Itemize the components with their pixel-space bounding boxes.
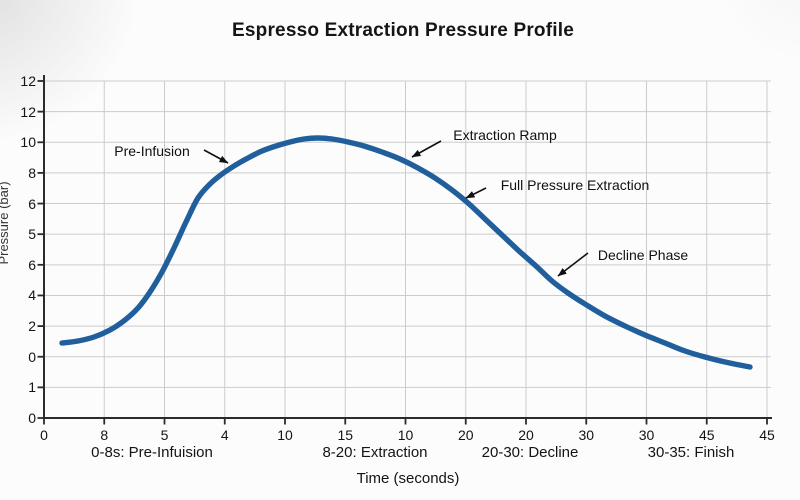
annotation-arrow <box>557 252 589 277</box>
y-tick-label: 6 <box>28 195 36 212</box>
y-tick-label: 10 <box>20 134 36 151</box>
x-tick-label: 30 <box>578 427 595 443</box>
y-tick-label: 0 <box>28 348 36 365</box>
pressure-curve <box>59 135 753 370</box>
x-tick-label: 0 <box>40 427 48 443</box>
x-tick-label: 15 <box>337 427 354 443</box>
phase-label-pre-infusion: 0-8s: Pre-Infuision <box>91 444 213 461</box>
x-tick-label: 45 <box>759 427 775 443</box>
annotation-arrow <box>203 149 229 164</box>
y-tick-label: 12 <box>20 73 36 89</box>
y-tick-label: 2 <box>28 318 36 335</box>
y-tick-label: 5 <box>28 226 36 243</box>
annotation-arrow <box>465 187 487 199</box>
phase-label-extraction: 8-20: Extraction <box>322 444 428 461</box>
y-tick-label: 12 <box>20 103 36 120</box>
x-tick-label: 10 <box>277 427 293 443</box>
y-tick-label: 0 <box>28 410 36 426</box>
phase-label-finish: 30-35: Finish <box>647 444 735 461</box>
x-tick-label: 20 <box>457 427 474 443</box>
x-tick-label: 30 <box>638 427 655 443</box>
annotation-full-pressure-extraction: Full Pressure Extraction <box>500 177 650 193</box>
annotation-decline-phase: Decline Phase <box>597 247 689 263</box>
x-tick-label: 20 <box>518 427 534 443</box>
annotation-extraction-ramp: Extraction Ramp <box>453 127 557 143</box>
x-tick-label: 45 <box>698 427 715 443</box>
annotation-arrow <box>411 140 442 158</box>
x-tick-label: 4 <box>220 427 229 443</box>
chart-title: Espresso Extraction Pressure Profile <box>232 20 574 41</box>
x-tick-label: 10 <box>397 427 414 443</box>
x-tick-label: 8 <box>100 427 109 443</box>
y-tick-label: 6 <box>28 256 36 273</box>
y-tick-label: 8 <box>28 164 36 181</box>
x-axis-title: Time (seconds) <box>356 470 460 487</box>
annotation-pre-infusion: Pre-Infusion <box>114 143 190 159</box>
y-tick-label: 1 <box>28 379 36 396</box>
x-tick-label: 5 <box>160 427 169 443</box>
y-tick-label: 4 <box>28 287 36 304</box>
phase-label-decline: 20-30: Decline <box>481 444 579 461</box>
